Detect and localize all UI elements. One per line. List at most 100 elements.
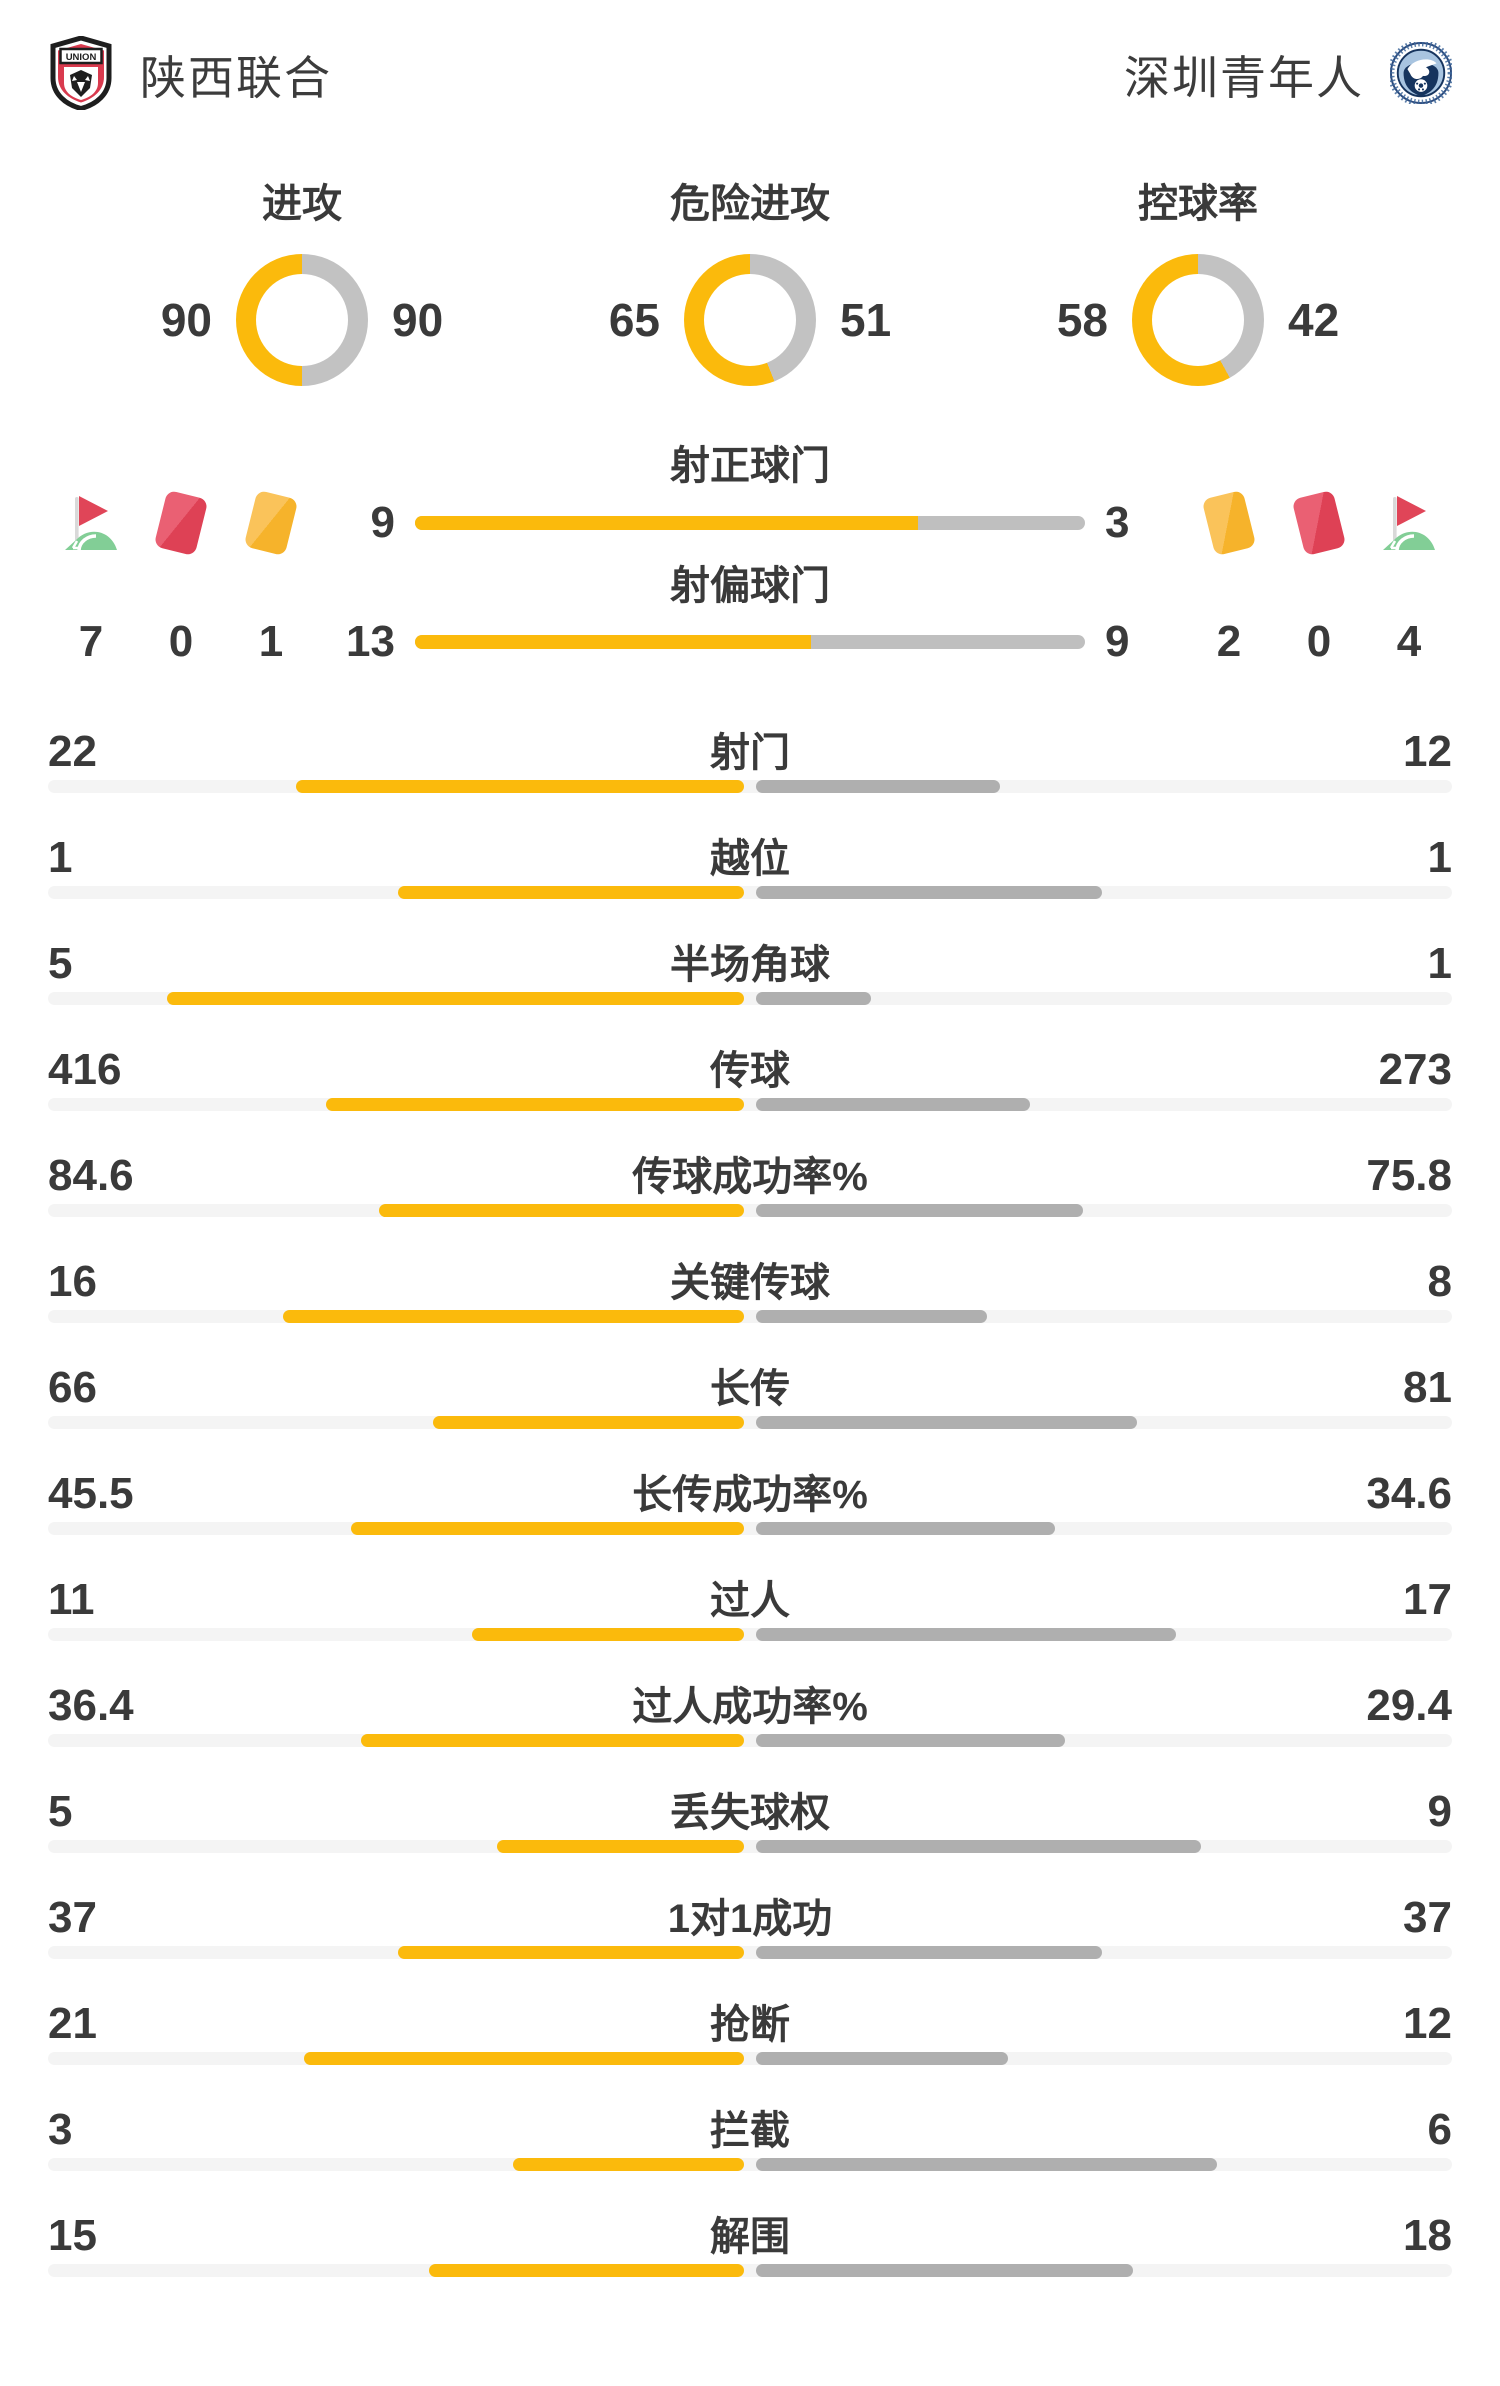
stat-bar-track bbox=[48, 2264, 1452, 2277]
donut-away-value: 42 bbox=[1288, 294, 1340, 346]
stat-home-value: 84.6 bbox=[48, 1151, 134, 1200]
stat-row: 22 射门 12 bbox=[0, 720, 1500, 793]
stat-bar-home bbox=[496, 1840, 744, 1853]
stat-row: 11 过人 17 bbox=[0, 1568, 1500, 1641]
away-red-cards-count: 0 bbox=[1306, 617, 1332, 666]
stat-row: 21 抢断 12 bbox=[0, 1992, 1500, 2065]
stat-bar-away bbox=[756, 2052, 1008, 2065]
svg-text:UNION: UNION bbox=[66, 52, 97, 63]
stat-away-value: 1 bbox=[1427, 939, 1452, 988]
away-team-name: 深圳青年人 bbox=[1124, 52, 1364, 104]
stat-away-value: 75.8 bbox=[1366, 1151, 1452, 1200]
discipline-numbers-row: 7 0 1 13 9 2 0 4 bbox=[0, 614, 1500, 670]
stat-bar-home bbox=[379, 1204, 744, 1217]
stat-bar-home bbox=[303, 2052, 744, 2065]
stat-bar-home bbox=[167, 992, 744, 1005]
stat-bar-home bbox=[282, 1310, 744, 1323]
home-corners-count: 7 bbox=[78, 617, 104, 666]
stat-bar-track bbox=[48, 1204, 1452, 1217]
donut-block: 危险进攻 65 51 bbox=[596, 180, 904, 386]
stat-row: 45.5 长传成功率% 34.6 bbox=[0, 1462, 1500, 1535]
stat-bar-away bbox=[756, 2158, 1218, 2171]
match-header: UNION 陕西联合 深圳青年人 bbox=[48, 34, 1455, 115]
donut-home-value: 90 bbox=[160, 294, 212, 346]
stat-home-value: 16 bbox=[48, 1257, 97, 1306]
home-corner-flag-icon bbox=[48, 492, 134, 554]
stat-away-value: 273 bbox=[1378, 1045, 1452, 1094]
stat-bar-home bbox=[398, 886, 744, 899]
stat-bar-track bbox=[48, 1946, 1452, 1959]
shots-on-target-bar-home-fill bbox=[415, 516, 918, 530]
stat-home-value: 1 bbox=[48, 833, 73, 882]
stat-bar-track bbox=[48, 780, 1452, 793]
stat-bar-away bbox=[756, 1628, 1177, 1641]
stat-row: 3 拦截 6 bbox=[0, 2098, 1500, 2171]
stat-bar-track bbox=[48, 1734, 1452, 1747]
stat-bar-track bbox=[48, 1628, 1452, 1641]
stat-bar-away bbox=[756, 1734, 1066, 1747]
stat-home-value: 3 bbox=[48, 2105, 73, 2154]
stat-bar-away bbox=[756, 1204, 1084, 1217]
stat-label: 丢失球权 bbox=[670, 1791, 830, 1835]
stat-bar-track bbox=[48, 1310, 1452, 1323]
stat-away-value: 18 bbox=[1403, 2211, 1452, 2260]
stat-label: 越位 bbox=[710, 837, 790, 881]
donut-title: 控球率 bbox=[1138, 182, 1258, 226]
stat-home-value: 66 bbox=[48, 1363, 97, 1412]
stat-bar-away bbox=[756, 1416, 1138, 1429]
away-corner-flag-icon bbox=[1366, 492, 1452, 554]
stat-label: 过人 bbox=[710, 1579, 790, 1623]
home-yellow-cards-count: 1 bbox=[258, 617, 284, 666]
donut-home-value: 58 bbox=[1056, 294, 1108, 346]
stat-home-value: 5 bbox=[48, 939, 73, 988]
stat-home-value: 416 bbox=[48, 1045, 122, 1094]
stat-bar-home bbox=[398, 1946, 744, 1959]
stat-label: 半场角球 bbox=[670, 943, 830, 987]
shots-on-target-title: 射正球门 bbox=[670, 444, 830, 488]
stat-home-value: 45.5 bbox=[48, 1469, 134, 1518]
shots-section: 射正球门 9 3 射偏球门 bbox=[0, 442, 1500, 670]
stat-bar-away bbox=[756, 992, 872, 1005]
shots-on-target-home: 9 bbox=[370, 498, 395, 547]
stat-away-value: 12 bbox=[1403, 1999, 1452, 2048]
away-yellow-cards-count: 2 bbox=[1216, 617, 1242, 666]
stat-bar-track bbox=[48, 1416, 1452, 1429]
stat-label: 传球 bbox=[710, 1049, 790, 1093]
stat-label: 抢断 bbox=[710, 2003, 790, 2047]
stat-away-value: 81 bbox=[1403, 1363, 1452, 1412]
stat-row: 36.4 过人成功率% 29.4 bbox=[0, 1674, 1500, 1747]
stat-away-value: 29.4 bbox=[1366, 1681, 1452, 1730]
stat-away-value: 9 bbox=[1427, 1787, 1452, 1836]
home-yellow-card-icon bbox=[228, 489, 314, 557]
discipline-icons-row: 9 3 bbox=[0, 489, 1500, 557]
stat-bar-home bbox=[472, 1628, 744, 1641]
stat-bar-away bbox=[756, 886, 1102, 899]
stat-bar-track bbox=[48, 1098, 1452, 1111]
stat-bar-home bbox=[513, 2158, 744, 2171]
stat-away-value: 12 bbox=[1403, 727, 1452, 776]
stat-label: 解围 bbox=[710, 2215, 790, 2259]
stat-home-value: 36.4 bbox=[48, 1681, 134, 1730]
stat-label: 拦截 bbox=[710, 2109, 790, 2153]
stat-bar-home bbox=[361, 1734, 744, 1747]
home-team-name: 陕西联合 bbox=[140, 52, 332, 104]
shots-off-target-title: 射偏球门 bbox=[670, 564, 830, 608]
away-team-logo bbox=[1387, 39, 1455, 109]
home-red-cards-count: 0 bbox=[168, 617, 194, 666]
stat-away-value: 6 bbox=[1427, 2105, 1452, 2154]
stat-bar-track bbox=[48, 2052, 1452, 2065]
stat-label: 长传 bbox=[710, 1367, 790, 1411]
stat-bar-track bbox=[48, 886, 1452, 899]
stat-bar-away bbox=[756, 1946, 1102, 1959]
away-team: 深圳青年人 bbox=[1124, 39, 1455, 109]
stat-row: 5 半场角球 1 bbox=[0, 932, 1500, 1005]
home-team-logo: UNION bbox=[48, 34, 114, 115]
stat-away-value: 1 bbox=[1427, 833, 1452, 882]
stat-bar-track bbox=[48, 992, 1452, 1005]
away-red-card-icon bbox=[1272, 489, 1366, 557]
stat-home-value: 21 bbox=[48, 1999, 97, 2048]
stat-bar-away bbox=[756, 2264, 1134, 2277]
stat-row: 1 越位 1 bbox=[0, 826, 1500, 899]
donut-title: 危险进攻 bbox=[670, 182, 830, 226]
shots-off-target-home: 13 bbox=[346, 617, 395, 666]
